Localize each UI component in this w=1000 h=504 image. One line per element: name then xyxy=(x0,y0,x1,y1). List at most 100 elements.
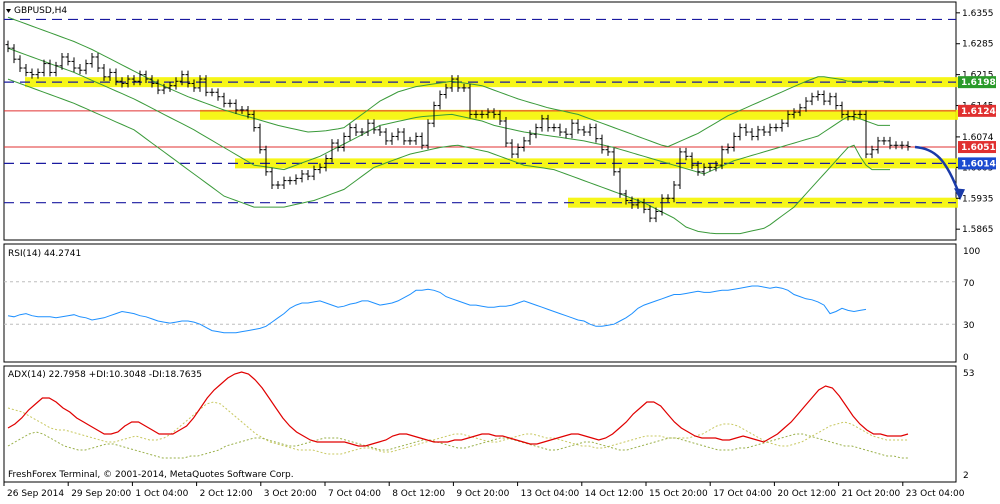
price-bar xyxy=(701,163,707,176)
price-bar xyxy=(893,141,899,150)
time-tick-label: 2 Oct 12:00 xyxy=(200,489,253,499)
price-bar xyxy=(545,114,551,132)
price-bar xyxy=(215,88,221,101)
price-bar xyxy=(179,70,185,86)
rsi-panel[interactable]: RSI(14) 44.2741 xyxy=(3,243,957,363)
price-bar xyxy=(539,114,545,132)
price-bar xyxy=(65,53,71,66)
rsi-tick-label: 30 xyxy=(963,321,975,331)
time-tick-label: 20 Oct 12:00 xyxy=(777,489,836,499)
adx-panel[interactable]: ADX(14) 22.7958 +DI:10.3048 -DI:18.7635 … xyxy=(3,365,957,483)
price-bar xyxy=(443,83,449,99)
price-tick-label: 1.6074 xyxy=(962,133,994,143)
price-bar xyxy=(437,90,443,110)
price-bar xyxy=(845,110,851,121)
price-bar xyxy=(593,123,599,143)
price-bar xyxy=(455,75,461,92)
bollinger-middle-line xyxy=(7,47,890,175)
price-bar xyxy=(821,90,827,106)
price-bar xyxy=(467,83,473,119)
time-tick-label: 7 Oct 04:00 xyxy=(328,489,381,499)
price-bar xyxy=(245,105,251,119)
price-bar xyxy=(635,198,641,209)
price-bar xyxy=(833,92,839,110)
price-panel[interactable]: GBPUSD,H4 xyxy=(3,1,965,241)
price-tick-label: 1.5935 xyxy=(962,194,994,204)
price-value-label: 1.6124 xyxy=(958,104,996,117)
price-bar xyxy=(341,132,347,152)
price-bar xyxy=(803,97,809,112)
price-bar xyxy=(155,79,161,95)
rsi-tick-label: 70 xyxy=(963,279,975,289)
adx-tick-label: 53 xyxy=(963,369,974,379)
time-tick-label: 3 Oct 20:00 xyxy=(264,489,317,499)
price-bar xyxy=(47,59,53,77)
price-value-label-text: 1.6124 xyxy=(961,107,996,117)
time-tick-label: 9 Oct 20:00 xyxy=(456,489,509,499)
price-bar xyxy=(143,70,149,84)
time-tick-label: 1 Oct 04:00 xyxy=(135,489,188,499)
price-bar xyxy=(677,147,683,189)
time-tick-label: 14 Oct 12:00 xyxy=(585,489,644,499)
price-bar xyxy=(149,75,155,88)
price-value-label-text: 1.6051 xyxy=(961,143,996,153)
price-bar xyxy=(749,128,755,141)
price-bar xyxy=(605,145,611,156)
price-bar xyxy=(473,110,479,119)
price-bar xyxy=(563,128,569,139)
price-bar xyxy=(737,123,743,141)
rsi-panel-frame xyxy=(3,243,957,363)
price-bar xyxy=(497,110,503,125)
price-tick-label: 1.5865 xyxy=(962,225,994,235)
adx-panel-frame xyxy=(3,365,957,483)
time-tick-label: 13 Oct 04:00 xyxy=(521,489,580,499)
price-bar xyxy=(263,145,269,176)
price-bar xyxy=(515,143,521,159)
price-bar xyxy=(743,123,749,137)
price-bar xyxy=(809,92,815,106)
price-bar xyxy=(665,194,671,203)
price-bar xyxy=(221,92,227,108)
adx-axis: 53 2 xyxy=(963,369,974,481)
price-bar xyxy=(599,134,605,154)
rsi-tick-label: 0 xyxy=(963,353,969,363)
price-bar xyxy=(557,123,563,137)
time-tick-label: 26 Sep 2014 xyxy=(7,489,64,499)
price-bar xyxy=(305,170,311,181)
price-bar xyxy=(551,123,557,132)
price-bar xyxy=(11,44,17,64)
symbol-label: GBPUSD,H4 xyxy=(14,6,67,16)
price-bar xyxy=(755,125,761,141)
price-bar xyxy=(797,103,803,117)
price-bar xyxy=(17,55,23,72)
price-bar xyxy=(191,79,197,92)
price-bar xyxy=(317,163,323,174)
price-bar xyxy=(323,154,329,172)
price-bar xyxy=(581,125,587,137)
time-axis: 26 Sep 2014 29 Sep 20:00 1 Oct 04:00 2 Oct … xyxy=(3,482,965,499)
price-bar xyxy=(899,141,905,150)
symbol-menu-icon[interactable] xyxy=(6,9,11,13)
price-bar xyxy=(509,139,515,159)
price-bar xyxy=(281,176,287,189)
price-bar xyxy=(659,194,665,216)
price-bar xyxy=(431,101,437,128)
price-bar xyxy=(647,205,653,223)
price-bar xyxy=(107,68,113,81)
price-bar xyxy=(689,152,695,170)
price-bar xyxy=(95,53,101,72)
price-bar xyxy=(185,70,191,88)
adx-line xyxy=(7,371,909,447)
time-tick-label: 15 Oct 20:00 xyxy=(649,489,708,499)
price-value-label: 1.6051 xyxy=(958,141,996,154)
price-bar xyxy=(851,110,857,121)
rsi-series-layer xyxy=(4,281,956,334)
minus-di-line xyxy=(7,401,908,455)
price-bar xyxy=(131,75,137,86)
time-tick-label: 23 Oct 04:00 xyxy=(906,489,965,499)
price-bar xyxy=(791,108,797,119)
price-bar xyxy=(209,88,215,97)
price-bar xyxy=(269,167,275,189)
price-bar xyxy=(59,53,65,70)
